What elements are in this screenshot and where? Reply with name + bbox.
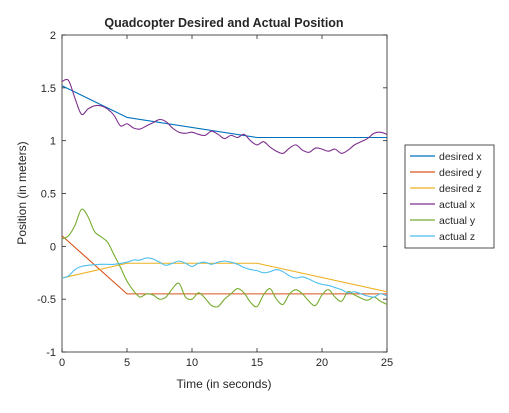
- y-tick-label: 1: [50, 136, 56, 148]
- legend-entry-label: actual x: [439, 199, 476, 211]
- x-tick-label: 20: [316, 357, 328, 369]
- y-axis-label: Position (in meters): [15, 141, 29, 244]
- series-line-actual-z: [61, 257, 388, 298]
- x-axis-label: Time (in seconds): [177, 377, 272, 391]
- series-line-desired-x: [61, 85, 387, 139]
- legend-entry-label: actual y: [439, 215, 476, 227]
- x-tick-label: 25: [381, 357, 393, 369]
- y-tick-label: 2: [50, 30, 56, 42]
- y-tick-label: 0: [50, 241, 56, 253]
- legend-entry-label: actual z: [439, 231, 475, 243]
- chart-title: Quadcopter Desired and Actual Position: [104, 16, 343, 30]
- series-line-actual-y: [61, 208, 388, 308]
- y-tick-label: -1: [46, 347, 56, 359]
- legend-entry-label: desired x: [439, 151, 482, 163]
- y-tick-label: 1.5: [41, 83, 56, 95]
- legend-entry-label: desired z: [439, 183, 482, 195]
- plot-area: 0 5 10 15 20 25 -1 -0.5 0 0.5 1 1.5 2: [37, 30, 393, 369]
- legend: desired x desired y desired z actual x actua…: [404, 144, 495, 249]
- x-tick-label: 10: [186, 357, 198, 369]
- plot-box: [61, 34, 388, 353]
- legend-box: [404, 144, 495, 249]
- y-tick-label: 0.5: [41, 189, 56, 201]
- y-tick-label: -0.5: [37, 294, 56, 306]
- series-line-actual-x: [61, 78, 388, 155]
- x-tick-label: 0: [59, 357, 65, 369]
- legend-entry-label: desired y: [439, 167, 482, 179]
- x-tick-label: 5: [124, 357, 130, 369]
- series-line-desired-z: [61, 262, 388, 293]
- x-tick-label: 15: [251, 357, 263, 369]
- series-line-desired-y: [61, 235, 387, 295]
